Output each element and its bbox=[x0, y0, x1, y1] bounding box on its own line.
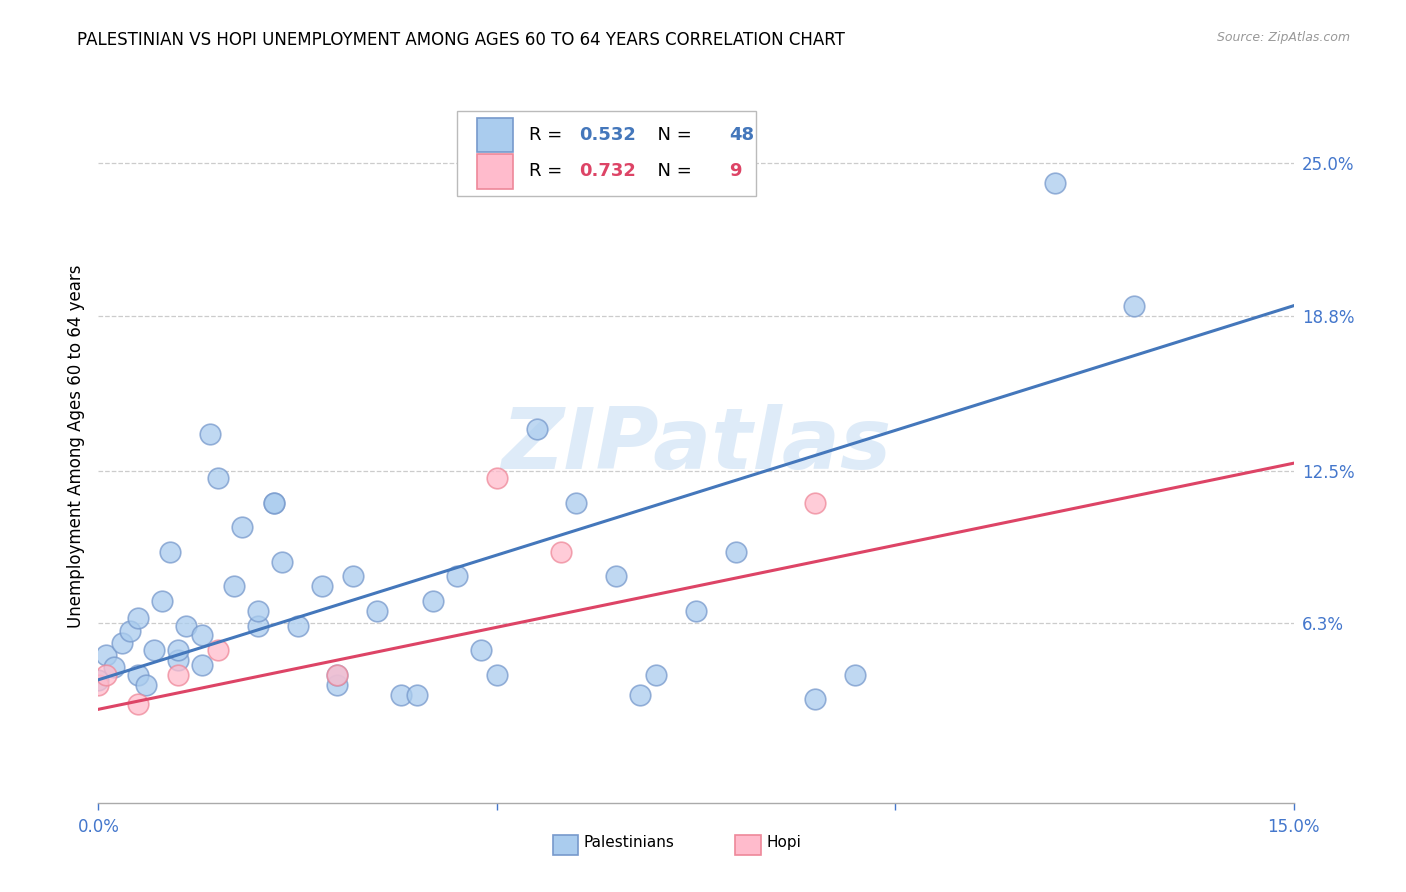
Text: Source: ZipAtlas.com: Source: ZipAtlas.com bbox=[1216, 31, 1350, 45]
Point bbox=[685, 604, 707, 618]
Point bbox=[191, 658, 214, 673]
Point bbox=[120, 624, 142, 638]
Point bbox=[311, 579, 333, 593]
Point bbox=[844, 668, 866, 682]
Point bbox=[143, 643, 166, 657]
Text: Palestinians: Palestinians bbox=[583, 836, 675, 850]
Point bbox=[485, 471, 508, 485]
Point bbox=[246, 618, 269, 632]
Text: 48: 48 bbox=[730, 127, 755, 145]
Text: PALESTINIAN VS HOPI UNEMPLOYMENT AMONG AGES 60 TO 64 YEARS CORRELATION CHART: PALESTINIAN VS HOPI UNEMPLOYMENT AMONG A… bbox=[77, 31, 845, 49]
Point bbox=[1123, 299, 1146, 313]
Point bbox=[127, 698, 149, 712]
Point bbox=[406, 688, 429, 702]
Point bbox=[87, 673, 110, 687]
Text: N =: N = bbox=[645, 127, 697, 145]
Point bbox=[127, 668, 149, 682]
Point bbox=[191, 628, 214, 642]
Point bbox=[127, 611, 149, 625]
FancyBboxPatch shape bbox=[457, 111, 756, 196]
Point bbox=[207, 643, 229, 657]
Point bbox=[103, 660, 125, 674]
Text: N =: N = bbox=[645, 162, 697, 180]
Point bbox=[526, 422, 548, 436]
Point bbox=[446, 569, 468, 583]
Point bbox=[150, 594, 173, 608]
Point bbox=[167, 653, 190, 667]
Text: ZIPatlas: ZIPatlas bbox=[501, 404, 891, 488]
Point bbox=[287, 618, 309, 632]
Point bbox=[246, 604, 269, 618]
FancyBboxPatch shape bbox=[477, 154, 513, 188]
Point bbox=[96, 668, 118, 682]
Point bbox=[135, 678, 157, 692]
Point bbox=[167, 643, 190, 657]
Text: R =: R = bbox=[529, 162, 568, 180]
Y-axis label: Unemployment Among Ages 60 to 64 years: Unemployment Among Ages 60 to 64 years bbox=[66, 264, 84, 628]
Point bbox=[724, 545, 747, 559]
Point bbox=[87, 678, 110, 692]
Point bbox=[645, 668, 668, 682]
Point bbox=[804, 495, 827, 509]
Text: Hopi: Hopi bbox=[766, 836, 801, 850]
Point bbox=[159, 545, 181, 559]
Point bbox=[326, 668, 349, 682]
Point bbox=[1043, 176, 1066, 190]
Point bbox=[96, 648, 118, 662]
Point bbox=[550, 545, 572, 559]
Point bbox=[263, 495, 285, 509]
Point bbox=[470, 643, 492, 657]
Text: 9: 9 bbox=[730, 162, 742, 180]
Point bbox=[422, 594, 444, 608]
Point bbox=[270, 555, 292, 569]
Point bbox=[389, 688, 412, 702]
Point bbox=[628, 688, 651, 702]
Text: 0.532: 0.532 bbox=[579, 127, 636, 145]
Point bbox=[222, 579, 245, 593]
Point bbox=[231, 520, 253, 534]
Point bbox=[605, 569, 627, 583]
Point bbox=[326, 678, 349, 692]
Point bbox=[342, 569, 364, 583]
Point bbox=[263, 495, 285, 509]
Point bbox=[111, 636, 134, 650]
Point bbox=[207, 471, 229, 485]
Point bbox=[198, 426, 221, 441]
Point bbox=[326, 668, 349, 682]
Point bbox=[174, 618, 197, 632]
Point bbox=[804, 692, 827, 706]
Point bbox=[565, 495, 588, 509]
Point bbox=[167, 668, 190, 682]
Point bbox=[366, 604, 388, 618]
Text: R =: R = bbox=[529, 127, 568, 145]
FancyBboxPatch shape bbox=[477, 119, 513, 153]
Text: 0.732: 0.732 bbox=[579, 162, 636, 180]
Point bbox=[485, 668, 508, 682]
